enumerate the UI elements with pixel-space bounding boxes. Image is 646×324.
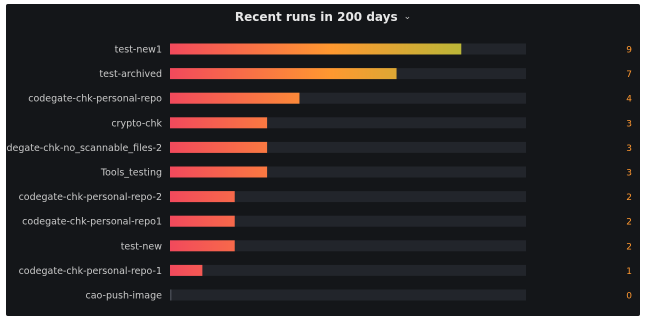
category-label: codegate-chk-personal-repo1 [22, 217, 162, 228]
value-label: 3 [626, 119, 632, 129]
bar [170, 264, 203, 276]
panel-header[interactable]: Recent runs in 200 days ⌄ [6, 4, 640, 30]
value-label: 7 [626, 70, 632, 80]
value-label: 2 [626, 193, 632, 203]
category-label: test-new1 [115, 45, 162, 56]
value-label: 4 [626, 95, 632, 105]
value-label: 0 [626, 292, 632, 302]
category-label: codegate-chk-personal-repo-2 [19, 192, 162, 203]
bar-track [170, 215, 526, 227]
category-label: codegate-chk-personal-repo [28, 94, 162, 105]
bar [170, 240, 235, 252]
bar-gauge-panel: Recent runs in 200 days ⌄ test-new1 9 test… [6, 4, 640, 316]
bar-track [170, 166, 526, 178]
value-label: 3 [626, 169, 632, 179]
chevron-down-icon[interactable]: ⌄ [403, 12, 412, 22]
bar [170, 117, 268, 129]
bar-track [170, 240, 526, 252]
bar [170, 141, 268, 153]
panel-title[interactable]: Recent runs in 200 days [234, 10, 398, 24]
bar [170, 215, 235, 227]
bar-track [170, 141, 526, 153]
bar-track [170, 92, 526, 104]
category-label: crypto-chk [111, 118, 162, 129]
value-label: 3 [626, 144, 632, 154]
bar-track [170, 289, 526, 301]
bar-track [170, 191, 526, 203]
category-label: codegate-chk-personal-repo-1 [19, 266, 162, 277]
bar [170, 43, 462, 55]
category-label: cao-push-image [85, 291, 162, 302]
category-label: codegate-chk-no_scannable_files-2 [6, 143, 162, 154]
bar [170, 166, 268, 178]
bar [170, 289, 172, 301]
bar [170, 191, 235, 203]
bar-track [170, 264, 526, 276]
value-label: 1 [626, 267, 632, 277]
category-label: Tools_testing [100, 168, 162, 179]
bar [170, 92, 300, 104]
value-label: 2 [626, 242, 632, 252]
bar-track [170, 117, 526, 129]
category-label: test-new [121, 241, 163, 252]
category-label: test-archived [99, 69, 162, 80]
value-label: 2 [626, 218, 632, 228]
value-label: 9 [626, 46, 632, 56]
bar [170, 68, 397, 80]
